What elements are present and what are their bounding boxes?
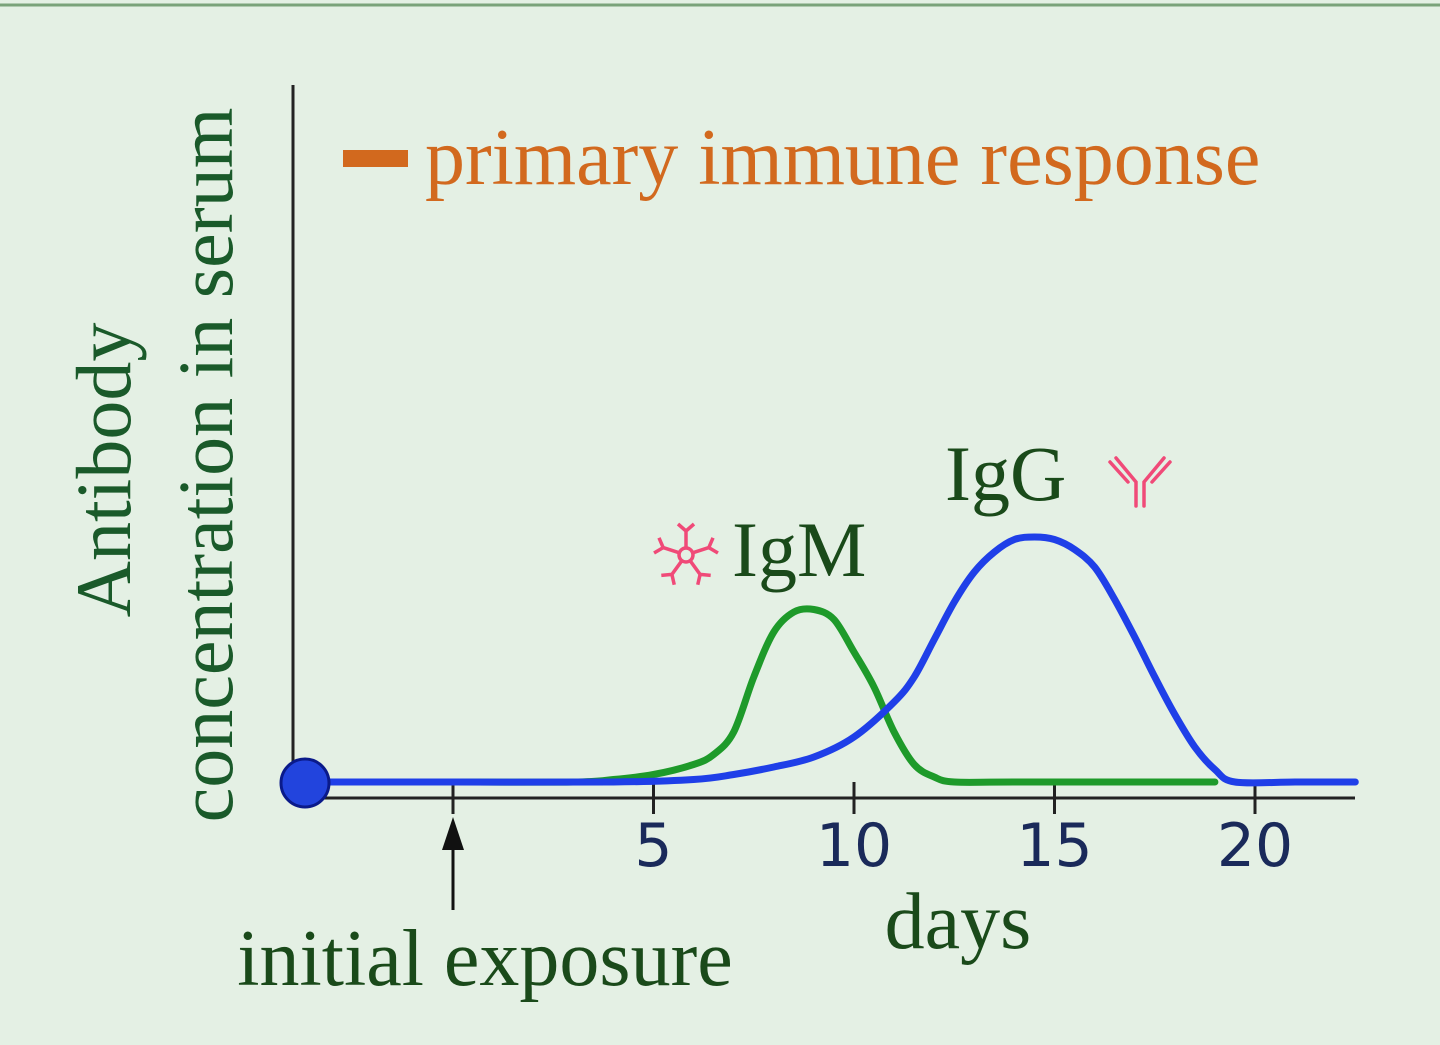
series-label-igg: IgG bbox=[945, 430, 1066, 517]
x-tick-label-5: 5 bbox=[634, 811, 672, 881]
x-tick-label-15: 15 bbox=[1016, 811, 1092, 881]
x-axis-label: days bbox=[885, 878, 1032, 966]
igg-antibody-icon bbox=[1108, 456, 1172, 508]
y-axis-label: Antibody bbox=[60, 323, 147, 618]
y-axis-label-line1: Antibody bbox=[60, 323, 147, 618]
series-line-igm bbox=[449, 605, 1219, 786]
igm-pentamer-icon bbox=[653, 522, 719, 586]
initial-exposure-arrow bbox=[442, 817, 464, 910]
initial-exposure-label: initial exposure bbox=[237, 915, 732, 1003]
legend-swatch bbox=[343, 150, 408, 167]
legend-label: primary immune response bbox=[425, 114, 1260, 202]
origin-dot bbox=[279, 757, 331, 809]
y-axis-label-line2: concentration in serum bbox=[162, 108, 249, 823]
x-tick-label-20: 20 bbox=[1217, 811, 1293, 881]
series-label-igm: IgM bbox=[732, 506, 866, 593]
x-tick-label-10: 10 bbox=[816, 811, 892, 881]
x-axis-ticks: 5 10 15 20 bbox=[451, 782, 1293, 881]
series-line-igg bbox=[301, 533, 1359, 787]
